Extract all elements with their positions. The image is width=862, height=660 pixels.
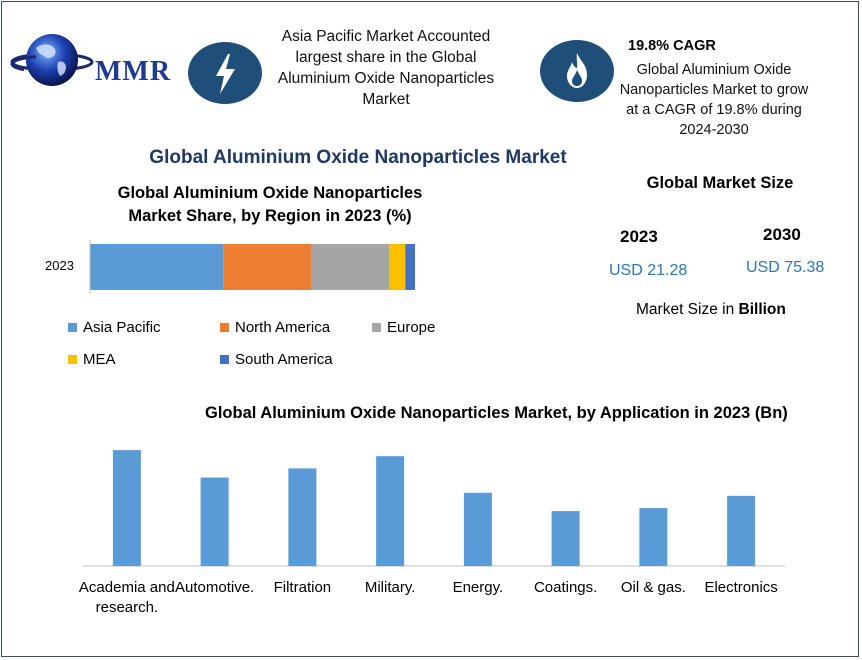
cagr-title: 19.8% CAGR	[628, 38, 716, 54]
mmr-logo: MMR	[10, 26, 170, 96]
legend-swatch	[372, 323, 381, 332]
application-chart-title: Global Aluminium Oxide Nanoparticles Mar…	[205, 404, 788, 422]
legend-item: Europe	[372, 319, 435, 336]
market-size-heading: Global Market Size	[646, 174, 794, 192]
application-x-label: Electronics	[704, 579, 778, 596]
flame-icon	[540, 40, 614, 102]
legend-swatch	[68, 323, 77, 332]
region-bar-segment	[311, 244, 389, 290]
application-x-label: Automotive.	[175, 579, 255, 596]
region-bar-segment	[90, 244, 224, 290]
application-bar	[639, 508, 668, 566]
legend-item: MEA	[68, 351, 116, 368]
region-category-label: 2023	[45, 258, 74, 273]
application-bar	[551, 511, 580, 566]
application-x-label: Filtration	[273, 579, 332, 596]
application-bar	[112, 450, 141, 566]
market-size-unit: Market Size in Billion	[636, 301, 786, 319]
market-size-unit-prefix: Market Size in	[636, 301, 739, 318]
legend-item: Asia Pacific	[68, 319, 161, 336]
application-x-label: Coatings.	[533, 579, 598, 596]
application-bar	[727, 495, 756, 566]
application-bar	[288, 468, 317, 566]
globe-icon	[10, 34, 94, 86]
legend-swatch	[68, 355, 77, 364]
cagr-text: Global Aluminium Oxide Nanoparticles Mar…	[619, 62, 809, 138]
region-bar-segment	[223, 244, 311, 290]
logo-text: MMR	[95, 56, 172, 87]
application-x-label: Energy.	[452, 579, 504, 596]
lightning-icon	[188, 42, 262, 104]
legend-label: North America	[235, 319, 331, 336]
region-bar-segment	[405, 244, 415, 290]
legend-label: South America	[235, 351, 333, 368]
legend-item: South America	[220, 351, 333, 368]
legend-swatch	[220, 355, 229, 364]
legend-swatch	[220, 323, 229, 332]
application-x-label: Academia and research.	[78, 579, 175, 616]
market-size-unit-bold: Billion	[738, 301, 786, 318]
region-callout-text: Asia Pacific Market Accounted largest sh…	[277, 28, 495, 108]
application-bar-chart	[83, 450, 785, 567]
market-year-2023: 2023	[620, 227, 658, 246]
application-x-label: Oil & gas.	[620, 579, 686, 596]
legend-item: North America	[220, 319, 330, 336]
legend-label: MEA	[83, 351, 116, 368]
market-value-2023: USD 21.28	[609, 262, 688, 279]
market-value-2030: USD 75.38	[746, 259, 825, 276]
application-bar	[376, 456, 405, 566]
region-bar-segment	[389, 244, 406, 290]
application-bar	[463, 492, 492, 566]
region-chart-title: Global Aluminium Oxide Nanoparticles Mar…	[117, 184, 423, 225]
legend-label: Asia Pacific	[83, 319, 161, 336]
application-bar	[200, 477, 229, 566]
legend-label: Europe	[387, 319, 436, 336]
market-year-2030: 2030	[763, 225, 801, 244]
application-x-label: Military.	[364, 579, 416, 596]
page-title: Global Aluminium Oxide Nanoparticles Mar…	[149, 147, 567, 168]
region-stacked-bar-chart	[89, 240, 415, 294]
